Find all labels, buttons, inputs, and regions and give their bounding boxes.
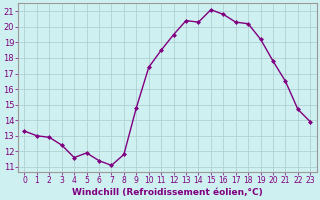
X-axis label: Windchill (Refroidissement éolien,°C): Windchill (Refroidissement éolien,°C) <box>72 188 263 197</box>
